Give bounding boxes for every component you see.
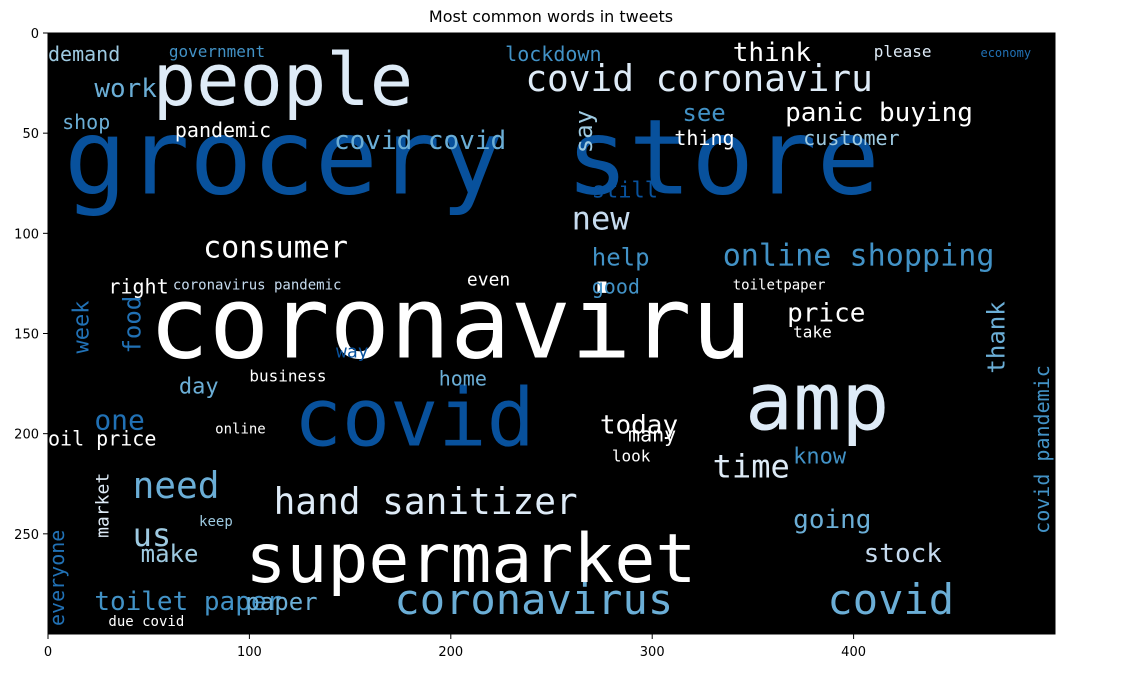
- y-tick-label: 100: [14, 227, 39, 242]
- cloud-word: panic buying: [785, 98, 973, 128]
- cloud-word: even: [467, 269, 510, 290]
- cloud-word: today: [600, 411, 678, 441]
- cloud-word: toilet paper: [94, 587, 282, 617]
- cloud-word: price: [787, 298, 865, 328]
- cloud-word: covid: [294, 372, 535, 465]
- cloud-word: thank: [983, 301, 1011, 374]
- cloud-word: online shopping: [723, 238, 995, 273]
- cloud-word: market: [92, 473, 113, 538]
- cloud-word: everyone: [45, 530, 69, 626]
- cloud-word: need: [133, 465, 220, 507]
- y-tick-label: 0: [31, 27, 39, 42]
- cloud-word: supermarket: [245, 520, 696, 599]
- y-tick-label: 250: [14, 528, 39, 543]
- x-tick-label: 0: [44, 645, 52, 660]
- cloud-word: covid covid: [334, 126, 506, 156]
- y-tick-label: 200: [14, 428, 39, 443]
- cloud-word: people: [153, 39, 413, 123]
- cloud-word: day: [179, 375, 219, 400]
- cloud-word: online: [215, 422, 266, 438]
- cloud-word: food: [119, 296, 147, 354]
- cloud-word: work: [94, 74, 157, 104]
- cloud-word: make: [141, 540, 199, 568]
- cloud-word: right: [108, 274, 168, 298]
- y-tick-label: 50: [22, 127, 39, 142]
- plot-background: [48, 33, 1055, 634]
- cloud-word: pandemic: [175, 118, 271, 142]
- cloud-word: customer: [803, 126, 899, 150]
- cloud-word: hand sanitizer: [274, 481, 578, 523]
- cloud-word: paper: [245, 588, 317, 616]
- cloud-word: demand: [48, 42, 120, 66]
- cloud-word: way: [336, 342, 369, 363]
- cloud-word: week: [69, 301, 94, 354]
- cloud-word: coronavirus pandemic: [173, 277, 342, 293]
- cloud-word: thing: [674, 126, 734, 150]
- cloud-word: government: [169, 42, 265, 61]
- cloud-word: still: [592, 178, 658, 203]
- cloud-word: going: [793, 505, 871, 535]
- x-tick-label: 400: [841, 645, 866, 660]
- cloud-word: us: [133, 516, 172, 554]
- cloud-word: many: [628, 423, 676, 447]
- cloud-word: amp: [745, 356, 890, 449]
- cloud-word: home: [439, 367, 487, 391]
- cloud-word: think: [733, 38, 812, 68]
- cloud-word: economy: [980, 46, 1031, 60]
- cloud-word: help: [592, 243, 650, 271]
- cloud-word: good: [592, 274, 640, 298]
- cloud-word: new: [572, 199, 631, 237]
- x-tick-label: 100: [237, 645, 262, 660]
- x-tick-label: 300: [640, 645, 665, 660]
- chart-title: Most common words in tweets: [429, 7, 673, 26]
- cloud-word: keep: [199, 514, 233, 530]
- y-tick-label: 150: [14, 328, 39, 343]
- y-axis: 0 50 100 150 200 250: [14, 27, 48, 543]
- cloud-word: say: [570, 110, 598, 153]
- cloud-word: one: [94, 404, 145, 437]
- cloud-word: toiletpaper: [733, 277, 826, 293]
- cloud-word: lockdown: [505, 42, 601, 66]
- cloud-word: covid: [827, 575, 954, 624]
- cloud-word: covid coronaviru: [525, 58, 873, 100]
- cloud-word: coronavirus: [394, 575, 673, 624]
- cloud-word: due covid: [108, 614, 184, 630]
- cloud-word: coronaviru: [149, 265, 752, 382]
- cloud-word: know: [793, 445, 847, 470]
- cloud-word: take: [793, 323, 832, 342]
- x-axis: 0 100 200 300 400: [44, 634, 866, 660]
- cloud-word: look: [612, 447, 651, 466]
- cloud-word: business: [249, 367, 326, 386]
- cloud-word: stock: [864, 539, 943, 569]
- cloud-word: please: [874, 42, 932, 61]
- cloud-word: oil price: [48, 427, 156, 451]
- cloud-word: see: [682, 99, 725, 127]
- cloud-word: covid pandemic: [1030, 365, 1054, 534]
- word-layer: grocery store coronaviru people covid ampsup…: [45, 38, 1054, 630]
- cloud-word: time: [713, 448, 790, 486]
- cloud-word: consumer: [203, 230, 348, 265]
- cloud-word: shop: [62, 110, 110, 134]
- cloud-word: grocery store: [64, 96, 879, 218]
- x-tick-label: 200: [438, 645, 463, 660]
